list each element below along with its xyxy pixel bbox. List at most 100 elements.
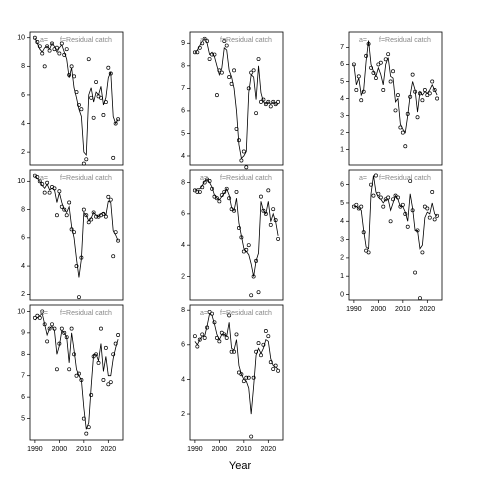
y-tick-label: 7 xyxy=(21,373,25,380)
y-tick-label: 4 xyxy=(181,376,185,383)
x-axis-title: Year xyxy=(229,460,252,472)
data-point xyxy=(268,222,273,227)
y-tick-label: 4 xyxy=(21,120,25,127)
data-point xyxy=(354,202,359,207)
data-point xyxy=(224,43,229,48)
data-point xyxy=(214,93,219,98)
x-tick-label: 2000 xyxy=(212,446,228,453)
data-point xyxy=(116,333,121,337)
data-point xyxy=(32,315,37,320)
data-point xyxy=(276,236,281,241)
data-point xyxy=(42,64,47,69)
panel-annotation: f=Residual catch xyxy=(60,175,112,182)
data-point xyxy=(268,104,273,109)
y-tick-label: 2 xyxy=(21,291,25,298)
data-point xyxy=(111,155,116,160)
data-point xyxy=(276,368,281,373)
data-point xyxy=(94,80,99,85)
data-point xyxy=(435,96,440,101)
data-point xyxy=(241,149,246,154)
data-point xyxy=(239,158,244,163)
y-tick-label: 4 xyxy=(340,218,344,225)
data-point xyxy=(266,188,271,193)
data-point xyxy=(86,57,91,62)
data-point xyxy=(256,57,261,62)
y-tick-label: 9 xyxy=(181,40,185,47)
panel-label: a= xyxy=(200,175,208,182)
y-tick-label: 6 xyxy=(340,61,344,68)
panel-frame xyxy=(29,304,124,441)
fit-line xyxy=(34,312,119,430)
data-point xyxy=(45,339,50,344)
data-point xyxy=(408,179,413,183)
data-point xyxy=(200,332,205,337)
data-point xyxy=(388,79,393,84)
y-tick-label: 8 xyxy=(181,179,185,186)
data-point xyxy=(192,50,197,55)
y-tick-label: 0 xyxy=(340,291,344,298)
panel-frame xyxy=(29,31,124,166)
data-point xyxy=(64,47,69,52)
data-point xyxy=(400,130,405,135)
data-point xyxy=(251,375,256,380)
y-tick-label: 2 xyxy=(21,149,25,156)
y-tick-label: 4 xyxy=(340,95,344,102)
data-point xyxy=(89,393,94,397)
data-point xyxy=(381,204,386,209)
panel-label: a= xyxy=(200,310,208,317)
y-tick-label: 6 xyxy=(21,235,25,242)
panel-annotation: f=Residual catch xyxy=(220,175,272,182)
data-point xyxy=(101,112,106,117)
data-point xyxy=(259,99,263,104)
fit-line xyxy=(194,312,279,415)
data-point xyxy=(422,88,427,92)
data-point xyxy=(101,378,106,382)
data-point xyxy=(435,213,440,218)
y-tick-label: 3 xyxy=(340,236,344,243)
data-point xyxy=(197,189,202,194)
fit-line xyxy=(353,175,438,250)
y-tick-label: 4 xyxy=(181,153,185,160)
data-point xyxy=(266,334,271,339)
y-tick-label: 8 xyxy=(181,63,185,70)
data-point xyxy=(62,330,67,335)
data-point xyxy=(108,197,113,202)
data-point xyxy=(47,326,52,331)
data-point xyxy=(261,208,266,213)
data-point xyxy=(422,204,427,209)
panel-frame xyxy=(189,304,284,441)
data-point xyxy=(391,69,396,74)
data-point xyxy=(197,337,202,342)
y-tick-label: 8 xyxy=(21,206,25,213)
data-point xyxy=(359,98,364,103)
x-tick-label: 2010 xyxy=(76,446,92,453)
data-point xyxy=(266,99,271,104)
data-point xyxy=(432,88,437,92)
panel-frame xyxy=(189,169,284,301)
y-tick-label: 5 xyxy=(340,78,344,85)
data-point xyxy=(405,224,410,229)
data-point xyxy=(37,179,42,184)
data-point xyxy=(99,326,103,331)
y-tick-label: 6 xyxy=(181,108,185,115)
y-tick-label: 10 xyxy=(17,308,25,315)
panel-label: a= xyxy=(40,175,48,182)
data-point xyxy=(50,322,54,327)
data-point xyxy=(74,373,79,378)
y-tick-label: 2 xyxy=(181,411,185,418)
data-point xyxy=(271,367,276,371)
data-point xyxy=(244,165,249,170)
data-point xyxy=(40,309,45,314)
data-point xyxy=(263,102,268,107)
panel-annotation: f=Residual catch xyxy=(220,37,272,44)
data-point xyxy=(239,372,244,377)
x-tick-label: 2020 xyxy=(101,446,117,453)
fit-line xyxy=(34,175,119,278)
data-point xyxy=(69,326,74,331)
y-tick-label: 2 xyxy=(340,255,344,262)
x-tick-label: 2000 xyxy=(52,446,68,453)
panel-label: a= xyxy=(40,310,48,317)
data-point xyxy=(254,111,259,116)
